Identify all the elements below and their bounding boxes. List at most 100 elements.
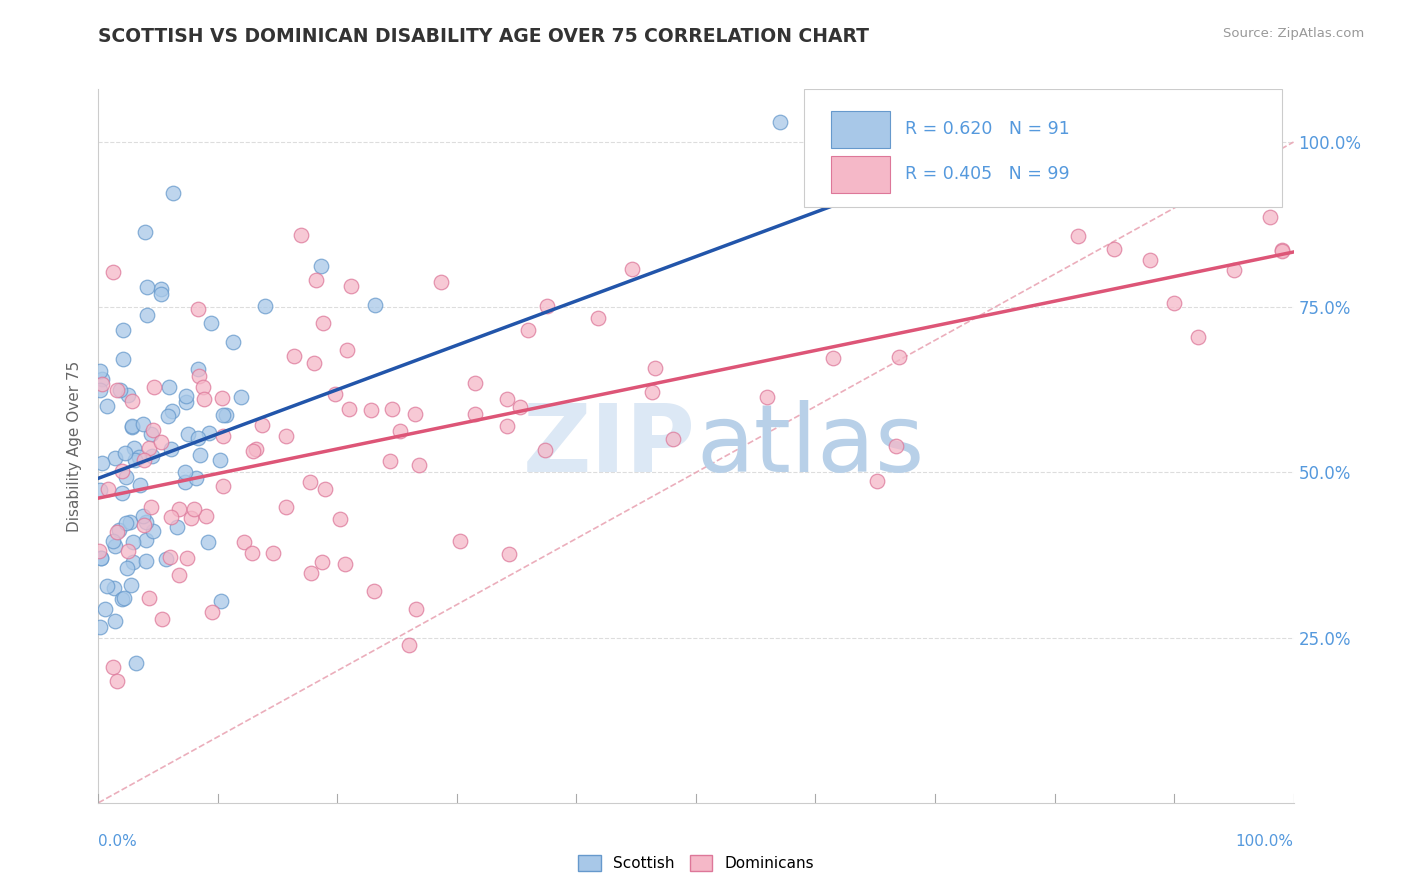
Point: [143, 380, 166, 394]
Point: [329, 512, 352, 526]
Point: [96, 579, 118, 593]
Point: [135, 533, 157, 547]
Point: [299, 475, 322, 489]
Point: [640, 384, 662, 399]
Point: [1271, 244, 1294, 259]
Point: [183, 501, 205, 516]
Point: [101, 533, 124, 548]
Point: [305, 273, 328, 287]
Point: [212, 429, 235, 443]
Point: [464, 407, 486, 421]
Point: [177, 426, 200, 441]
Point: [405, 601, 427, 615]
Point: [135, 308, 157, 322]
Point: [117, 388, 139, 402]
Point: [1139, 252, 1161, 267]
Point: [662, 432, 685, 446]
Point: [211, 479, 233, 493]
Point: [149, 282, 172, 296]
Point: [464, 376, 486, 391]
Text: SCOTTISH VS DOMINICAN DISABILITY AGE OVER 75 CORRELATION CHART: SCOTTISH VS DOMINICAN DISABILITY AGE OVE…: [98, 27, 869, 45]
Point: [1102, 115, 1125, 129]
Point: [91, 456, 114, 470]
Point: [173, 475, 195, 489]
Point: [378, 454, 401, 468]
Point: [222, 334, 245, 349]
Point: [201, 605, 224, 619]
Point: [141, 427, 163, 442]
Point: [360, 402, 382, 417]
Point: [121, 394, 143, 409]
Point: [333, 558, 356, 572]
Point: [93, 602, 115, 616]
Point: [193, 392, 215, 407]
Text: ZIP: ZIP: [523, 400, 696, 492]
Point: [122, 555, 145, 569]
Text: 0.0%: 0.0%: [98, 834, 138, 849]
Point: [111, 486, 134, 500]
Point: [198, 426, 221, 441]
Point: [907, 158, 929, 172]
Point: [115, 470, 138, 484]
Point: [104, 539, 127, 553]
Point: [339, 279, 361, 293]
Point: [209, 453, 232, 467]
Text: 100.0%: 100.0%: [1236, 834, 1294, 849]
Point: [429, 276, 451, 290]
Point: [91, 377, 114, 392]
Point: [162, 186, 184, 200]
Point: [159, 550, 181, 565]
Point: [89, 620, 111, 634]
Point: [150, 287, 173, 301]
Point: [212, 408, 235, 422]
Point: [122, 441, 145, 455]
Point: [96, 399, 118, 413]
Point: [159, 509, 181, 524]
Point: [1163, 115, 1185, 129]
Point: [242, 546, 264, 560]
FancyBboxPatch shape: [831, 111, 890, 148]
Point: [364, 298, 387, 312]
Point: [283, 349, 305, 363]
Point: [174, 465, 197, 479]
Point: [111, 323, 134, 337]
Point: [157, 380, 180, 394]
Point: [125, 656, 148, 670]
Point: [191, 380, 214, 394]
Point: [136, 280, 159, 294]
Point: [408, 458, 430, 473]
Point: [135, 554, 157, 568]
Point: [496, 392, 519, 406]
Point: [121, 418, 143, 433]
Point: [290, 228, 312, 243]
Point: [112, 591, 135, 605]
Point: [900, 115, 922, 129]
Point: [274, 500, 297, 515]
Point: [323, 387, 346, 401]
Point: [105, 383, 128, 397]
Point: [516, 323, 538, 337]
Point: [449, 533, 471, 548]
Point: [586, 310, 609, 325]
Point: [91, 372, 114, 386]
Text: atlas: atlas: [696, 400, 924, 492]
Point: [1222, 115, 1246, 129]
Text: R = 0.620   N = 91: R = 0.620 N = 91: [905, 120, 1070, 138]
Point: [948, 115, 970, 129]
Point: [381, 402, 404, 417]
FancyBboxPatch shape: [804, 89, 1282, 207]
Point: [138, 442, 160, 456]
Point: [117, 544, 139, 558]
Point: [312, 316, 335, 330]
Point: [188, 448, 211, 462]
Point: [105, 674, 128, 689]
Legend: Scottish, Dominicans: Scottish, Dominicans: [571, 849, 821, 877]
Point: [89, 364, 111, 378]
Point: [363, 584, 385, 599]
Point: [89, 483, 111, 497]
Point: [176, 551, 198, 566]
Point: [245, 442, 267, 457]
Point: [1139, 115, 1161, 129]
Point: [160, 404, 183, 418]
Point: [1222, 262, 1246, 277]
